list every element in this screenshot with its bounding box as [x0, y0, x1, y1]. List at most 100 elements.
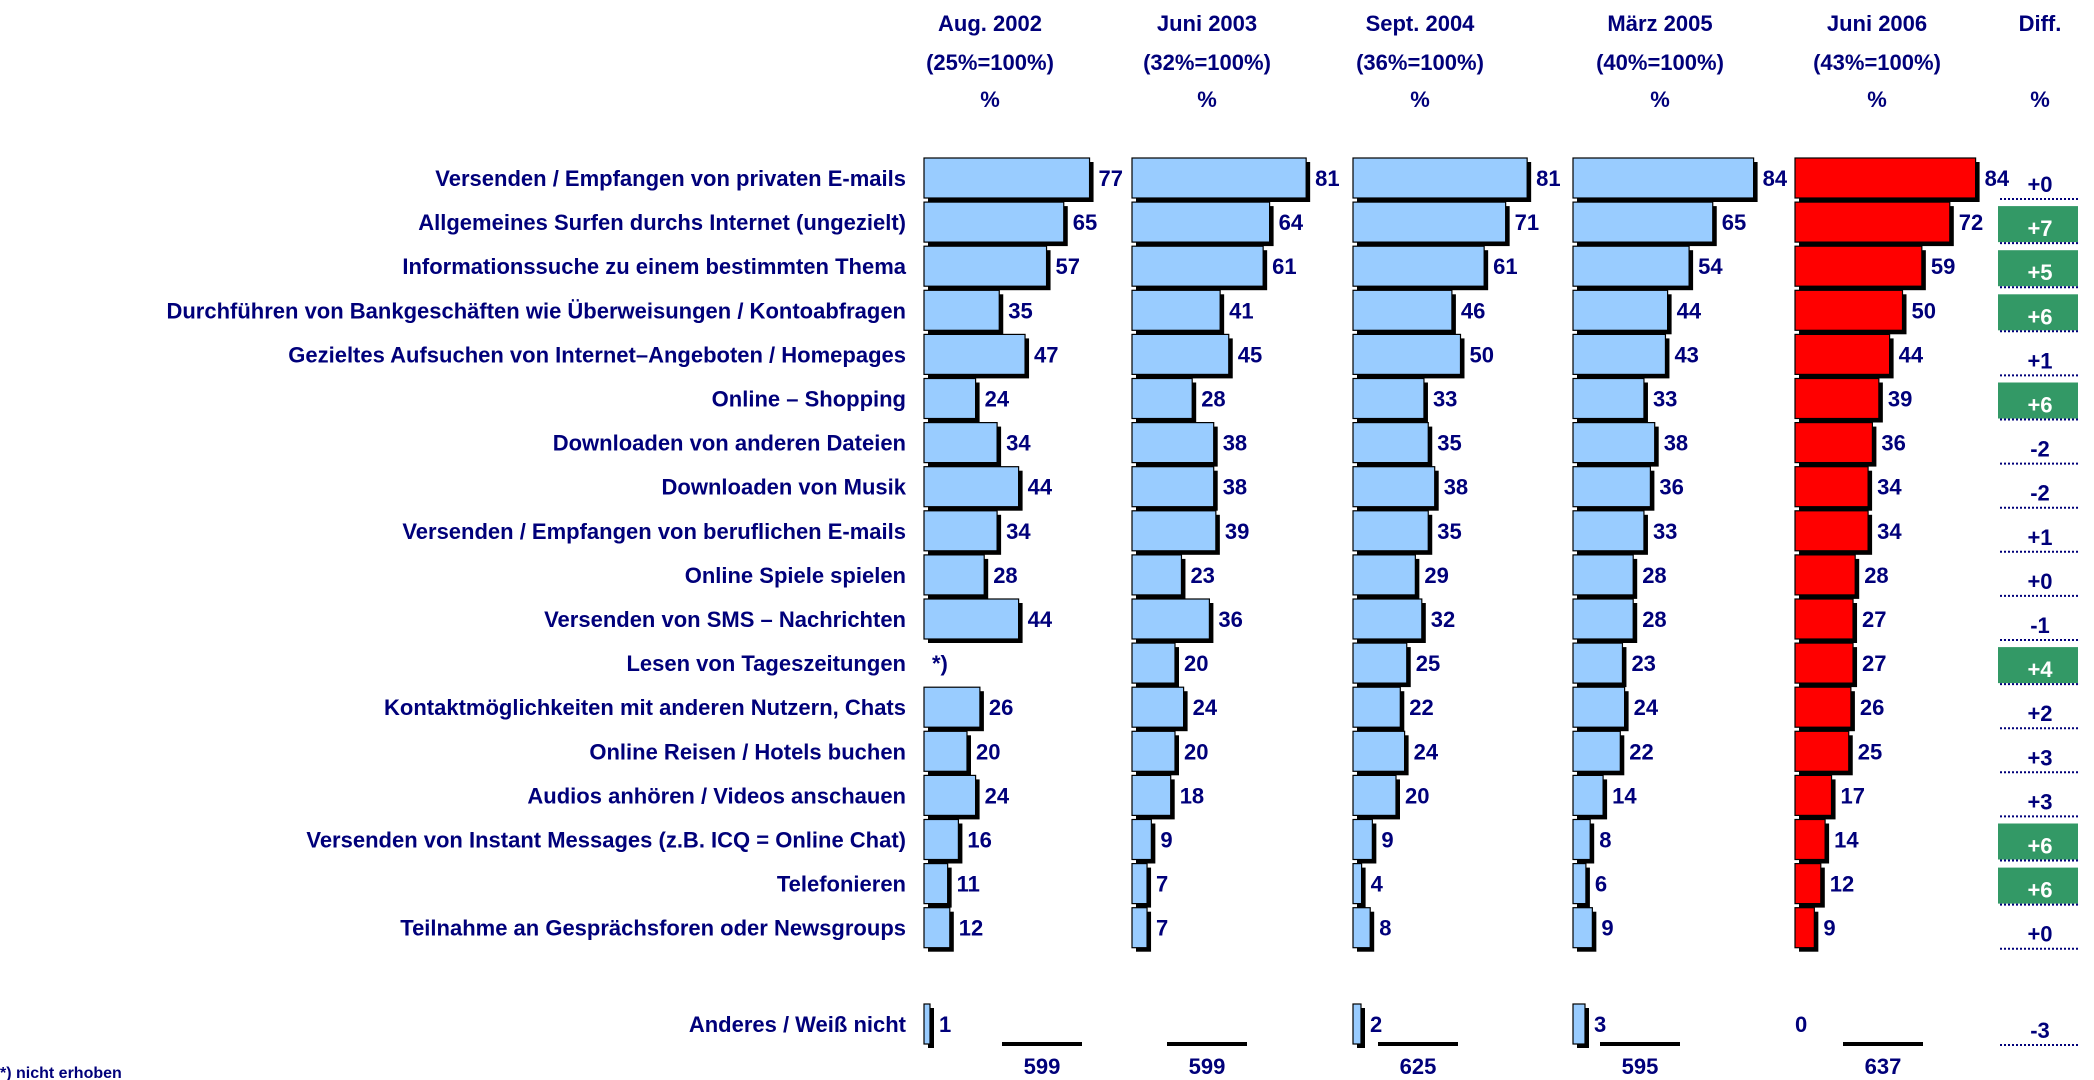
data-label: 24 — [985, 387, 1010, 412]
bar — [924, 731, 967, 771]
data-label: 81 — [1315, 166, 1339, 191]
bar — [1795, 290, 1903, 330]
data-label: 28 — [1201, 387, 1225, 412]
data-label: 9 — [1160, 828, 1172, 853]
data-label: 6 — [1595, 872, 1607, 897]
bar — [924, 1004, 930, 1044]
data-label: 61 — [1493, 254, 1517, 279]
data-label: 3 — [1594, 1012, 1606, 1037]
bar — [1795, 423, 1872, 463]
data-label: 20 — [976, 739, 1000, 764]
diff-value: +7 — [2027, 216, 2052, 241]
category-label: Informationssuche zu einem bestimmten Th… — [402, 254, 906, 279]
data-label: 44 — [1677, 298, 1702, 323]
data-label: 38 — [1664, 431, 1688, 456]
column-base: (36%=100%) — [1356, 50, 1484, 75]
data-label: 84 — [1985, 166, 2010, 191]
diff-value: +6 — [2027, 393, 2052, 418]
data-label: 20 — [1184, 739, 1208, 764]
category-label: Allgemeines Surfen durchs Internet (unge… — [418, 210, 906, 235]
data-label: 32 — [1431, 607, 1455, 632]
data-label: 9 — [1823, 916, 1835, 941]
bar — [1573, 864, 1586, 904]
diff-cell: +3 — [2000, 789, 2078, 816]
data-label: 28 — [1864, 563, 1888, 588]
bar — [924, 775, 976, 815]
data-label: 0 — [1795, 1012, 1807, 1037]
data-label: 27 — [1862, 607, 1886, 632]
series-2: 8171614650333538352932252224209482 — [1353, 158, 1561, 1048]
data-label: 81 — [1536, 166, 1560, 191]
diff-value: +6 — [2027, 834, 2052, 859]
diff-unit: % — [2030, 87, 2050, 112]
bar — [924, 290, 999, 330]
data-label: 11 — [957, 872, 980, 897]
diff-cell: -1 — [2000, 613, 2078, 640]
category-label: Online Spiele spielen — [685, 563, 906, 588]
bar — [1573, 908, 1592, 948]
category-label: Online – Shopping — [712, 387, 906, 412]
bar — [1353, 731, 1405, 771]
data-label: 35 — [1437, 431, 1461, 456]
data-label: 25 — [1858, 739, 1882, 764]
data-label: 23 — [1631, 651, 1655, 676]
sample-size-value: 595 — [1622, 1054, 1659, 1079]
sample-size-3: 595 — [1600, 1044, 1680, 1079]
bar — [1795, 334, 1890, 374]
bar — [1353, 864, 1362, 904]
column-title: März 2005 — [1607, 11, 1712, 36]
data-label: 20 — [1184, 651, 1208, 676]
bar — [924, 820, 958, 860]
diff-header: Diff.% — [2019, 11, 2062, 112]
column-unit: % — [1650, 87, 1670, 112]
bar — [1573, 1004, 1585, 1044]
category-label: Online Reisen / Hotels buchen — [589, 739, 906, 764]
bar — [1132, 643, 1175, 683]
bar — [924, 202, 1064, 242]
column-unit: % — [1410, 87, 1430, 112]
diff-value: -2 — [2030, 437, 2050, 462]
category-label: Versenden / Empfangen von beruflichen E-… — [402, 519, 906, 544]
data-label: 50 — [1912, 298, 1936, 323]
data-label: 27 — [1862, 651, 1886, 676]
category-label: Anderes / Weiß nicht — [689, 1012, 907, 1037]
category-label: Kontaktmöglichkeiten mit anderen Nutzern… — [384, 695, 906, 720]
bar — [1573, 820, 1590, 860]
data-label: 20 — [1405, 783, 1429, 808]
bar — [1132, 908, 1147, 948]
bar — [1795, 511, 1868, 551]
data-label: 44 — [1028, 475, 1053, 500]
bar — [924, 246, 1047, 286]
data-label: 9 — [1381, 828, 1393, 853]
category-label: Durchführen von Bankgeschäften wie Überw… — [166, 298, 906, 323]
category-label: Downloaden von Musik — [662, 475, 907, 500]
diff-value: +1 — [2027, 525, 2052, 550]
column-header-0: Aug. 2002 (25%=100%)% — [926, 11, 1054, 112]
data-label: 16 — [967, 828, 991, 853]
category-label: Downloaden von anderen Dateien — [553, 431, 906, 456]
bar — [924, 334, 1025, 374]
bar — [1353, 599, 1422, 639]
bar — [924, 467, 1019, 507]
column-header-2: Sept. 2004 (36%=100%)% — [1356, 11, 1484, 112]
data-label: 36 — [1881, 431, 1905, 456]
data-label: 57 — [1056, 254, 1080, 279]
diff-title: Diff. — [2019, 11, 2062, 36]
data-label: 24 — [1193, 695, 1218, 720]
data-label: 65 — [1073, 210, 1097, 235]
data-label: 33 — [1653, 387, 1677, 412]
bar — [1132, 290, 1220, 330]
bar — [1795, 908, 1814, 948]
data-label: 39 — [1888, 387, 1912, 412]
diff-cell: +0 — [2000, 569, 2078, 596]
data-label: 22 — [1629, 739, 1653, 764]
sample-size-value: 599 — [1189, 1054, 1226, 1079]
data-label: 9 — [1601, 916, 1613, 941]
data-label: 2 — [1370, 1012, 1382, 1037]
category-label: Teilnahme an Gesprächsforen oder Newsgro… — [400, 916, 906, 941]
bar — [1132, 731, 1175, 771]
diff-cell: +0 — [2000, 922, 2078, 949]
column-base: (25%=100%) — [926, 50, 1054, 75]
diff-cell: -3 — [2000, 1018, 2078, 1045]
